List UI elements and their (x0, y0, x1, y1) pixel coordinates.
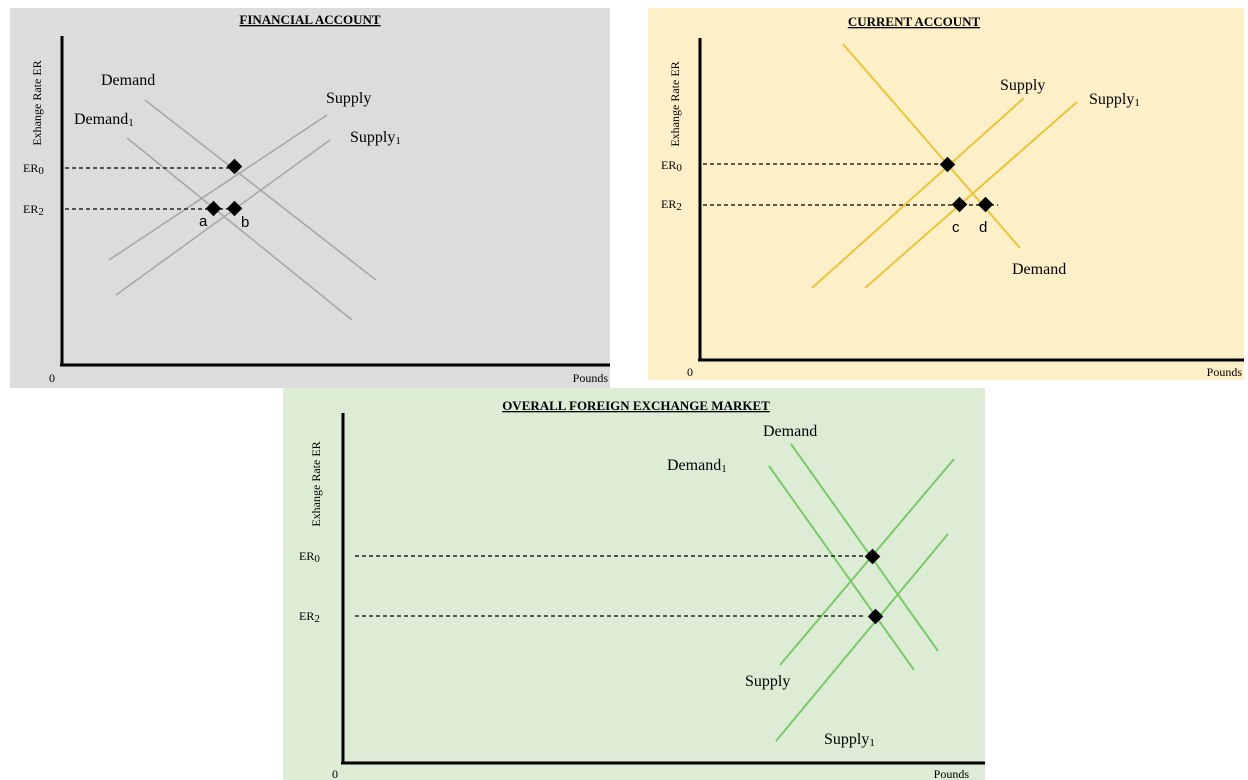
supply-label: Supply (1000, 77, 1045, 94)
demand-label: Demand (1012, 261, 1066, 278)
x-axis-label: Pounds (1207, 365, 1243, 379)
demand-label: Demand (763, 423, 817, 440)
point-c-label: c (952, 219, 960, 236)
supply1-label: Supply1 (350, 129, 401, 147)
supply1-label: Supply1 (1089, 91, 1140, 109)
current-account-panel: CURRENT ACCOUNT Exhange Rate ER Pounds 0… (648, 8, 1244, 380)
demand1-label: Demand1 (74, 111, 134, 129)
origin-label: 0 (332, 767, 338, 780)
financial-account-diagram: FINANCIAL ACCOUNT Exhange Rate ER Pounds… (10, 8, 610, 388)
supply-curve (811, 97, 1025, 289)
panel-background (10, 8, 610, 388)
y-axis-label: Exhange Rate ER (30, 60, 44, 145)
current-account-diagram: CURRENT ACCOUNT Exhange Rate ER Pounds 0… (648, 8, 1244, 380)
overall-market-diagram: OVERALL FOREIGN EXCHANGE MARKET Exhange … (283, 388, 985, 780)
panel-background (283, 388, 985, 780)
panel-background (648, 8, 1244, 380)
equilibrium-point-er0 (939, 156, 956, 173)
panel-title: FINANCIAL ACCOUNT (239, 12, 381, 27)
point-c-marker (951, 196, 968, 213)
overall-market-panel: OVERALL FOREIGN EXCHANGE MARKET Exhange … (283, 388, 985, 780)
tick-label-er0: ER0 (661, 158, 682, 174)
demand1-label: Demand1 (667, 457, 727, 475)
demand-label: Demand (101, 72, 155, 89)
point-b-label: b (241, 214, 249, 231)
supply-label: Supply (745, 673, 790, 690)
supply-curve (108, 114, 328, 261)
demand1-curve (768, 465, 915, 671)
supply1-curve (864, 101, 1078, 289)
tick-label-er2: ER2 (299, 609, 320, 625)
point-a-label: a (199, 213, 208, 230)
demand-curve (790, 443, 939, 652)
point-a-marker (205, 200, 222, 217)
curves (811, 43, 1078, 289)
panel-title: OVERALL FOREIGN EXCHANGE MARKET (502, 398, 770, 413)
supply-label: Supply (326, 90, 371, 107)
supply1-label: Supply1 (824, 731, 875, 749)
tick-label-er2: ER2 (661, 197, 682, 213)
demand-curve (842, 43, 1021, 249)
x-axis-label: Pounds (934, 767, 970, 780)
tick-label-er2: ER2 (23, 202, 44, 218)
tick-label-er0: ER0 (23, 161, 44, 177)
supply1-curve (775, 533, 949, 742)
panel-title: CURRENT ACCOUNT (848, 14, 981, 29)
curves (768, 443, 955, 742)
point-d-label: d (979, 219, 987, 236)
origin-label: 0 (687, 365, 693, 379)
financial-account-panel: FINANCIAL ACCOUNT Exhange Rate ER Pounds… (10, 8, 610, 388)
supply1-curve (115, 139, 331, 296)
tick-label-er0: ER0 (299, 549, 320, 565)
y-axis-label: Exhange Rate ER (668, 61, 682, 146)
point-b-marker (226, 200, 243, 217)
origin-label: 0 (49, 371, 55, 385)
equilibrium-point-er0 (226, 158, 243, 175)
y-axis-label: Exhange Rate ER (309, 441, 323, 526)
x-axis-label: Pounds (573, 371, 609, 385)
supply-curve (779, 458, 955, 666)
point-d-marker (977, 196, 994, 213)
